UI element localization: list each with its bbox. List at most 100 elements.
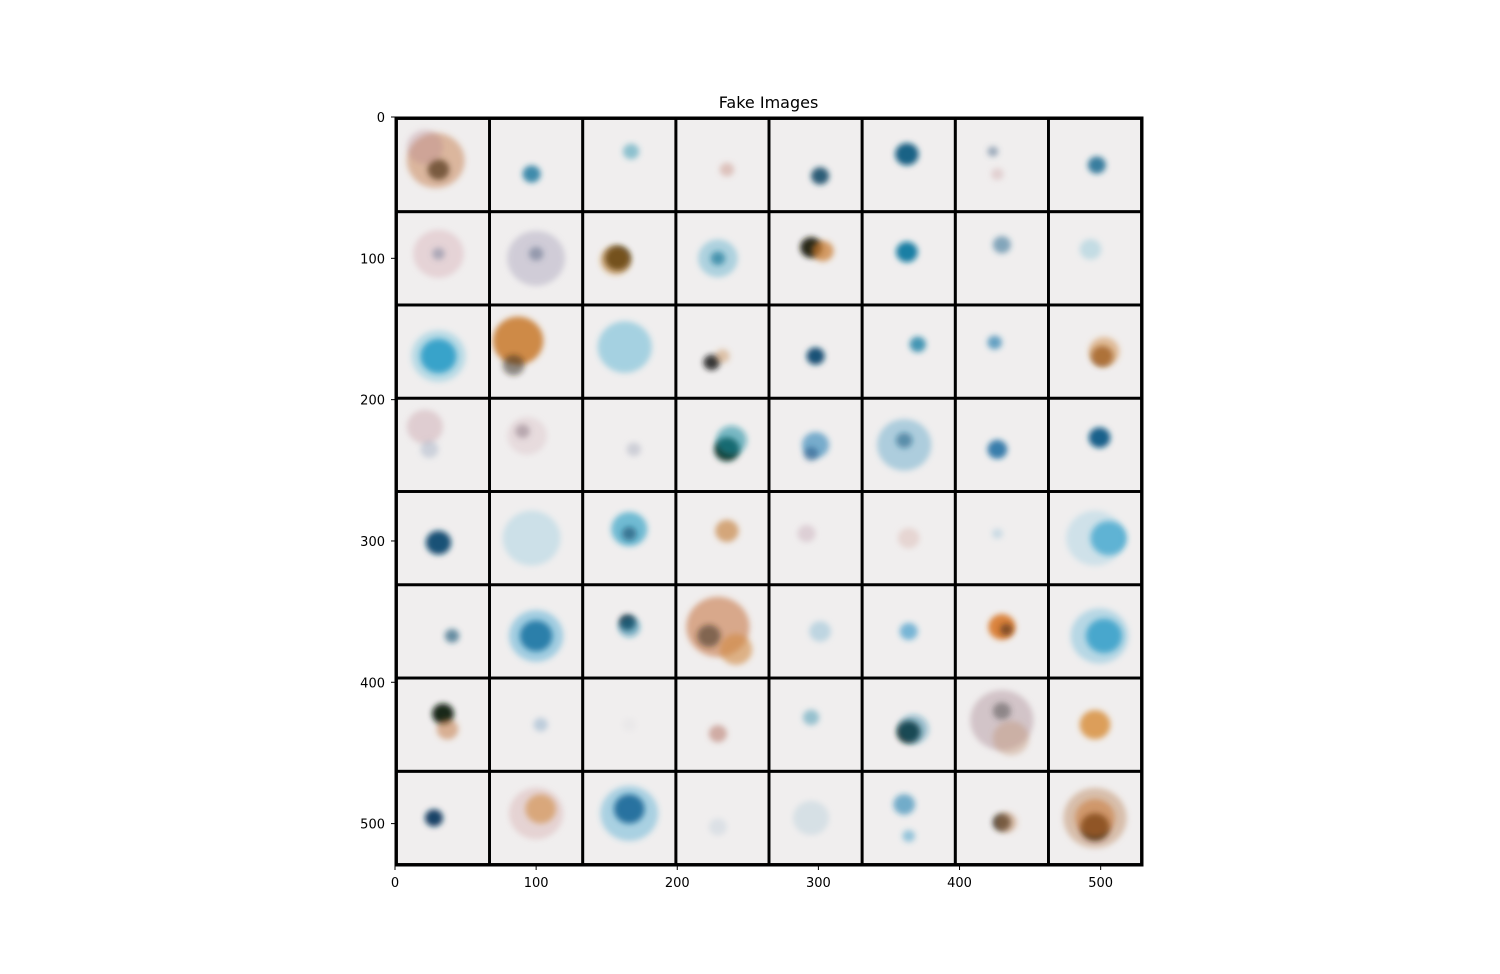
tile-blob bbox=[992, 702, 1011, 720]
tile-blob bbox=[987, 146, 999, 157]
tile-r1-c3 bbox=[677, 213, 768, 304]
x-tick-label: 100 bbox=[524, 876, 549, 891]
tile-blob bbox=[715, 349, 730, 363]
tile-blob bbox=[597, 321, 652, 373]
tile-blob bbox=[525, 794, 557, 824]
tile-background bbox=[584, 119, 675, 211]
tile-r4-c3 bbox=[677, 492, 768, 584]
tile-r3-c7 bbox=[1049, 399, 1141, 491]
tile-r7-c3 bbox=[677, 772, 768, 864]
tile-r3-c1 bbox=[490, 399, 582, 491]
y-tick-label: 100 bbox=[360, 252, 385, 267]
tile-blob bbox=[618, 616, 641, 638]
tile-r6-c2 bbox=[584, 679, 675, 770]
tile-blob bbox=[522, 165, 541, 183]
tile-background bbox=[956, 492, 1048, 584]
tile-r7-c5 bbox=[863, 772, 954, 864]
tile-blob bbox=[509, 610, 564, 662]
tile-r1-c4 bbox=[770, 213, 861, 304]
tile-blob bbox=[622, 143, 640, 160]
tile-blob bbox=[719, 162, 735, 177]
tile-r1-c7 bbox=[1049, 213, 1141, 304]
tile-blob bbox=[1075, 799, 1115, 837]
tile-r3-c2 bbox=[584, 399, 675, 491]
tile-r0-c4 bbox=[770, 119, 861, 211]
tile-blob bbox=[406, 129, 443, 165]
tile-background bbox=[397, 586, 489, 677]
tile-blob bbox=[987, 439, 1008, 459]
tile-blob bbox=[502, 354, 525, 376]
y-tick-label: 400 bbox=[360, 676, 385, 691]
tile-r3-c5 bbox=[863, 399, 954, 491]
y-tick-label: 200 bbox=[360, 394, 385, 409]
tile-blob bbox=[992, 721, 1029, 756]
tile-r2-c2 bbox=[584, 306, 675, 397]
tile-r0-c6 bbox=[956, 119, 1048, 211]
tile-r4-c0 bbox=[397, 492, 489, 584]
tile-r7-c6 bbox=[956, 772, 1048, 864]
tile-blob bbox=[897, 714, 929, 744]
plot-area bbox=[395, 117, 1143, 866]
tile-blob bbox=[809, 621, 831, 642]
tile-r5-c6 bbox=[956, 586, 1048, 677]
tile-blob bbox=[600, 785, 659, 841]
tile-r0-c1 bbox=[490, 119, 582, 211]
tile-blob bbox=[697, 624, 721, 648]
tile-blob bbox=[806, 347, 825, 365]
tile-background bbox=[397, 399, 489, 491]
tile-blob bbox=[802, 709, 820, 726]
x-tick-label: 200 bbox=[665, 876, 690, 891]
tile-r6-c7 bbox=[1049, 679, 1141, 770]
tile-r1-c2 bbox=[584, 213, 675, 304]
tile-r0-c2 bbox=[584, 119, 675, 211]
tile-r0-c7 bbox=[1049, 119, 1141, 211]
tile-blob bbox=[897, 527, 920, 549]
tile-r7-c1 bbox=[490, 772, 582, 864]
tile-r6-c4 bbox=[770, 679, 861, 770]
tile-blob bbox=[1070, 608, 1129, 664]
tile-blob bbox=[708, 725, 727, 743]
tile-blob bbox=[719, 634, 753, 665]
tile-r7-c0 bbox=[397, 772, 489, 864]
tile-background bbox=[863, 772, 954, 864]
tile-r2-c6 bbox=[956, 306, 1048, 397]
x-tick-label: 400 bbox=[947, 876, 972, 891]
tile-r5-c7 bbox=[1049, 586, 1141, 677]
tile-blob bbox=[716, 425, 747, 455]
tile-blob bbox=[502, 510, 561, 566]
tile-blob bbox=[1000, 623, 1013, 636]
tile-blob bbox=[991, 528, 1003, 539]
tile-r5-c0 bbox=[397, 586, 489, 677]
tile-r4-c5 bbox=[863, 492, 954, 584]
tile-blob bbox=[1087, 156, 1106, 174]
tile-r7-c2 bbox=[584, 772, 675, 864]
tile-r0-c5 bbox=[863, 119, 954, 211]
tile-r2-c5 bbox=[863, 306, 954, 397]
tile-r4-c7 bbox=[1049, 492, 1141, 584]
tile-r4-c4 bbox=[770, 492, 861, 584]
tile-blob bbox=[899, 622, 918, 640]
tile-blob bbox=[528, 246, 544, 261]
tile-blob bbox=[406, 409, 443, 444]
tile-blob bbox=[420, 440, 439, 458]
tile-background bbox=[956, 213, 1048, 304]
tile-blob bbox=[895, 143, 919, 166]
tile-blob bbox=[436, 718, 459, 740]
tile-r2-c0 bbox=[397, 306, 489, 397]
tile-background bbox=[490, 119, 582, 211]
tile-r5-c5 bbox=[863, 586, 954, 677]
y-tick-label: 500 bbox=[360, 818, 385, 833]
tile-blob bbox=[991, 168, 1004, 181]
tile-r6-c5 bbox=[863, 679, 954, 770]
tile-blob bbox=[1079, 710, 1111, 740]
tile-r7-c4 bbox=[770, 772, 861, 864]
tile-r5-c4 bbox=[770, 586, 861, 677]
tile-blob bbox=[797, 525, 816, 543]
tile-blob bbox=[893, 794, 916, 815]
tile-r3-c4 bbox=[770, 399, 861, 491]
tile-blob bbox=[715, 519, 739, 543]
tile-blob bbox=[600, 245, 632, 275]
tile-r4-c2 bbox=[584, 492, 675, 584]
tile-blob bbox=[424, 809, 443, 827]
tile-r2-c1 bbox=[490, 306, 582, 397]
